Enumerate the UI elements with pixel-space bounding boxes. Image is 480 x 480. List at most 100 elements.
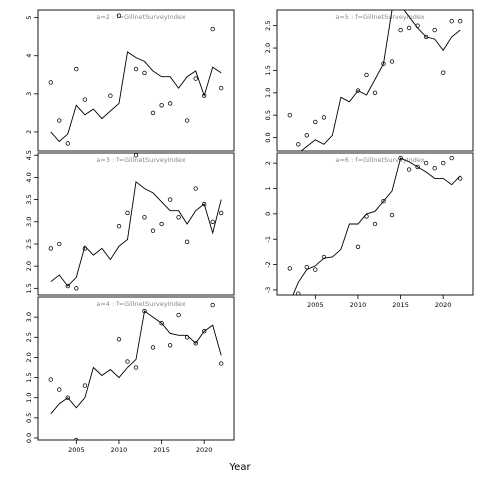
panel-frame bbox=[276, 152, 474, 296]
observed-point bbox=[74, 437, 79, 440]
observed-point bbox=[287, 113, 292, 118]
panel-title: a=2 : f=GillnetSurveyIndex bbox=[96, 13, 185, 21]
observed-point bbox=[57, 118, 62, 123]
x-tick-label: 2015 bbox=[153, 446, 170, 454]
observed-point bbox=[398, 155, 403, 161]
observed-point bbox=[296, 291, 301, 295]
observed-point bbox=[133, 153, 139, 158]
panel-title: a=4 : f=GillnetSurveyIndex bbox=[96, 300, 185, 308]
observed-point bbox=[219, 210, 224, 216]
observed-point bbox=[142, 215, 147, 220]
plot-area bbox=[287, 10, 463, 151]
observed-point bbox=[458, 19, 463, 24]
panel-title: a=5 : f=GillnetSurveyIndex bbox=[335, 13, 424, 21]
y-tick-label: 4.5 bbox=[25, 150, 33, 160]
observed-point bbox=[142, 70, 147, 76]
y-tick-label: 2.0 bbox=[25, 352, 33, 362]
y-tick-label: 2.0 bbox=[25, 261, 33, 271]
observed-point bbox=[432, 27, 437, 33]
observed-point bbox=[116, 337, 122, 342]
observed-point bbox=[159, 321, 164, 326]
observed-point bbox=[321, 254, 327, 260]
observed-point bbox=[108, 93, 113, 98]
observed-point bbox=[202, 93, 207, 98]
observed-point bbox=[48, 80, 53, 85]
panel-frame bbox=[276, 9, 474, 152]
plot-area bbox=[48, 13, 224, 146]
observed-point bbox=[415, 164, 420, 170]
observed-point bbox=[57, 241, 62, 247]
y-tick-label: 0.5 bbox=[264, 110, 272, 120]
observed-point bbox=[304, 264, 309, 270]
y-tick-label: 5 bbox=[25, 16, 33, 20]
observed-point bbox=[184, 335, 190, 340]
y-tick-label: 2.0 bbox=[264, 43, 272, 53]
observed-point bbox=[125, 210, 130, 216]
observed-point bbox=[398, 27, 403, 33]
observed-point bbox=[304, 133, 309, 138]
observed-point bbox=[364, 214, 369, 219]
plot-area bbox=[287, 155, 463, 295]
y-tick-label: 1.5 bbox=[25, 372, 33, 382]
observed-point bbox=[355, 88, 361, 93]
y-tick-label: -3 bbox=[264, 287, 272, 293]
observed-point bbox=[458, 176, 463, 181]
observed-point bbox=[406, 167, 412, 172]
y-tick-label: 0.0 bbox=[25, 433, 33, 443]
observed-point bbox=[313, 267, 318, 272]
panel-frame bbox=[37, 9, 235, 152]
observed-point bbox=[381, 199, 386, 204]
observed-point bbox=[125, 359, 130, 364]
y-tick-label: 4.0 bbox=[25, 172, 33, 182]
observed-point bbox=[441, 160, 446, 166]
panel-a5: a=5 : f=GillnetSurveyIndex 0.0 0.5 1.0 1.5 2.… bbox=[264, 9, 474, 152]
x-tick-label: 2005 bbox=[307, 301, 324, 309]
x-tick-label: 2005 bbox=[68, 446, 85, 454]
panel-title: a=6 : f=GillnetSurveyIndex bbox=[335, 156, 424, 164]
observed-point bbox=[193, 186, 198, 191]
observed-point bbox=[381, 61, 386, 66]
observed-point bbox=[176, 215, 181, 220]
observed-point bbox=[176, 312, 181, 318]
observed-point bbox=[449, 155, 454, 161]
x-tick-label: 2010 bbox=[111, 446, 128, 454]
observed-point bbox=[167, 343, 173, 348]
observed-point bbox=[389, 212, 395, 218]
y-tick-label: 3.0 bbox=[25, 217, 33, 227]
observed-point bbox=[142, 308, 147, 314]
observed-point bbox=[321, 115, 327, 120]
observed-point bbox=[313, 119, 318, 125]
observed-point bbox=[296, 142, 301, 147]
observed-point bbox=[150, 110, 156, 116]
y-tick-label: 2.5 bbox=[25, 332, 33, 342]
observed-point bbox=[389, 59, 395, 64]
y-tick-label: 1 bbox=[264, 186, 272, 190]
y-tick-label: -1 bbox=[264, 236, 272, 242]
observed-point bbox=[167, 197, 173, 202]
observed-point bbox=[441, 70, 446, 75]
y-tick-label: 0 bbox=[264, 212, 272, 216]
x-tick-label: 2010 bbox=[350, 301, 367, 309]
observed-point bbox=[355, 244, 361, 249]
x-tick-label: 2015 bbox=[392, 301, 409, 309]
observed-point bbox=[57, 387, 62, 392]
observed-point bbox=[82, 97, 88, 102]
y-tick-label: 3.5 bbox=[25, 194, 33, 204]
x-tick-label: 2020 bbox=[196, 446, 213, 454]
fitted-line bbox=[50, 180, 222, 287]
y-tick-label: -2 bbox=[264, 261, 272, 267]
observed-point bbox=[48, 377, 53, 382]
panel-a6: a=6 : f=GillnetSurveyIndex -3 -2 -1 0 1 2 2005 2… bbox=[264, 152, 474, 309]
observed-point bbox=[423, 160, 429, 166]
observed-point bbox=[372, 90, 378, 95]
observed-point bbox=[219, 85, 224, 91]
observed-point bbox=[133, 365, 139, 370]
observed-point bbox=[159, 221, 164, 227]
y-tick-label: 3 bbox=[25, 92, 33, 96]
observed-point bbox=[415, 23, 420, 28]
y-tick-label: 1.0 bbox=[25, 393, 33, 403]
y-tick-label: 1.5 bbox=[264, 65, 272, 75]
observed-point bbox=[48, 246, 53, 251]
observed-point bbox=[423, 34, 429, 40]
